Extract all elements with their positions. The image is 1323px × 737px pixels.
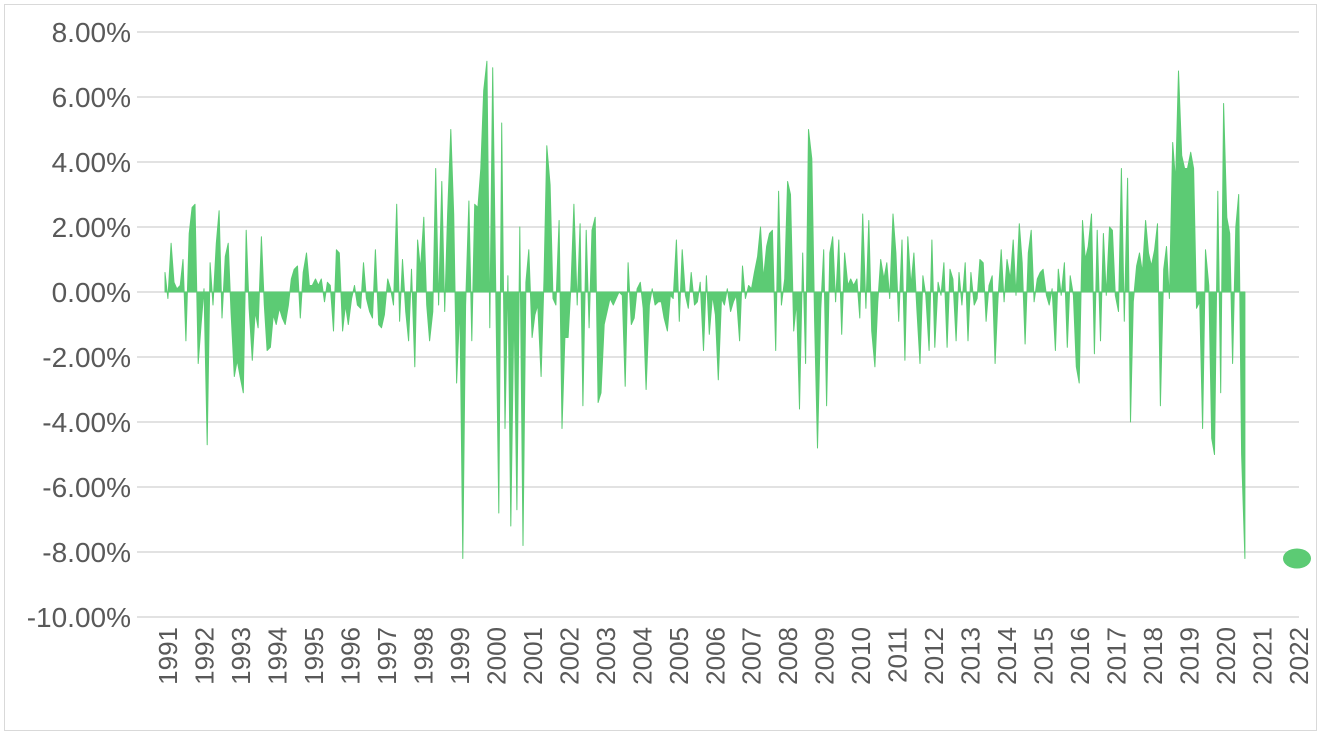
y-tick-label: 4.00% bbox=[52, 147, 131, 178]
y-tick-label: -4.00% bbox=[42, 407, 131, 438]
x-tick-label: 2017 bbox=[1102, 627, 1132, 685]
y-tick-label: 6.00% bbox=[52, 82, 131, 113]
x-tick-label: 1999 bbox=[445, 627, 475, 685]
x-tick-label: 2008 bbox=[773, 627, 803, 685]
x-axis-tick-labels: 1991 1992 1993 1994 1995 1996 1997 1998 1999 2000… bbox=[153, 627, 1314, 685]
chart-frame bbox=[4, 4, 1317, 731]
series-area bbox=[164, 60, 1246, 559]
x-tick-label: 2014 bbox=[992, 627, 1022, 685]
x-tick-label: 1994 bbox=[263, 627, 293, 685]
x-tick-label: 2000 bbox=[481, 627, 511, 685]
x-tick-label: 2020 bbox=[1211, 627, 1241, 685]
x-tick-label: 2018 bbox=[1138, 627, 1168, 685]
y-tick-label: 2.00% bbox=[52, 212, 131, 243]
y-tick-label: -2.00% bbox=[42, 342, 131, 373]
highlight-marker-group bbox=[1283, 548, 1311, 569]
y-axis-tick-labels: 8.00% 6.00% 4.00% 2.00% 0.00% -2.00% -4.00% -6.… bbox=[27, 17, 131, 633]
x-tick-label: 1991 bbox=[153, 627, 183, 685]
x-tick-label: 2002 bbox=[554, 627, 584, 685]
x-tick-label: 2012 bbox=[919, 627, 949, 685]
y-tick-label: -8.00% bbox=[42, 537, 131, 568]
gridlines bbox=[137, 31, 1299, 618]
y-tick-label: -10.00% bbox=[27, 602, 131, 633]
x-tick-label: 1996 bbox=[335, 627, 365, 685]
y-tick-label: -6.00% bbox=[42, 472, 131, 503]
x-tick-label: 1993 bbox=[226, 627, 256, 685]
x-tick-label: 2016 bbox=[1065, 627, 1095, 685]
x-tick-label: 2021 bbox=[1248, 627, 1278, 685]
x-tick-label: 1995 bbox=[299, 627, 329, 685]
x-tick-label: 2003 bbox=[591, 627, 621, 685]
x-tick-label: 2011 bbox=[883, 627, 913, 683]
x-tick-label: 2013 bbox=[956, 627, 986, 685]
series-area-path bbox=[164, 60, 1246, 559]
x-tick-label: 2006 bbox=[700, 627, 730, 685]
x-tick-label: 2005 bbox=[664, 627, 694, 685]
x-tick-label: 2007 bbox=[737, 627, 767, 685]
x-tick-label: 2015 bbox=[1029, 627, 1059, 685]
x-tick-label: 2001 bbox=[518, 627, 548, 685]
y-tick-label: 8.00% bbox=[52, 17, 131, 48]
x-tick-label: 1992 bbox=[190, 627, 220, 685]
x-tick-label: 2009 bbox=[810, 627, 840, 685]
x-tick-label: 1998 bbox=[408, 627, 438, 685]
latest-value-marker bbox=[1283, 548, 1311, 569]
y-tick-label: 0.00% bbox=[52, 277, 131, 308]
x-tick-label: 2022 bbox=[1284, 627, 1314, 685]
x-tick-label: 1997 bbox=[372, 627, 402, 685]
x-tick-label: 2019 bbox=[1175, 627, 1205, 685]
x-tick-label: 2010 bbox=[846, 627, 876, 685]
x-tick-label: 2004 bbox=[627, 627, 657, 685]
